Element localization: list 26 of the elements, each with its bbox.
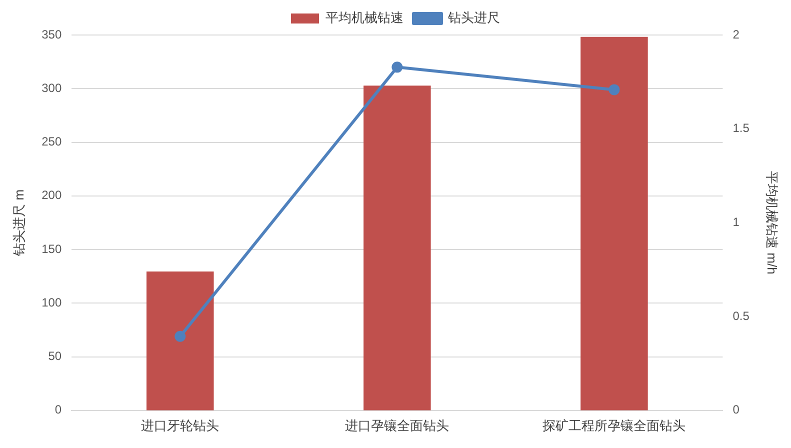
y2-tick-label: 1 [732, 215, 740, 230]
y-tick-label: 100 [42, 295, 62, 310]
y2-tick-label: 1.5 [732, 121, 750, 136]
x-tick-label: 进口孕镶全面钻头 [345, 418, 450, 433]
y2-tick-label: 2 [732, 27, 740, 42]
legend-label: 平均机械钻速 [326, 10, 404, 26]
y2-axis-title: 平均机械钻速 m/h [764, 171, 780, 274]
bar [580, 36, 648, 410]
y-tick-label: 150 [42, 242, 62, 256]
bar [146, 272, 214, 410]
y-tick-label: 200 [42, 188, 62, 202]
y-tick-label: 300 [42, 80, 62, 95]
point [608, 84, 620, 96]
bar [364, 86, 431, 410]
y2-tick-label: 0 [732, 402, 740, 417]
y-tick-label: 250 [42, 134, 62, 149]
y2-tick-label: 0.5 [732, 308, 750, 323]
y-tick-label: 350 [42, 27, 62, 42]
x-tick-label: 探矿工程所孕镶全面钻头 [542, 418, 686, 433]
point [392, 62, 403, 73]
point [174, 330, 186, 342]
x-tick-label: 进口牙轮钻头 [141, 418, 220, 433]
y-tick-label: 0 [54, 402, 62, 417]
legend-label: 钻头进尺 [447, 10, 500, 26]
y-tick-label: 50 [48, 349, 62, 364]
y-axis-title: 钻头进尺 m [11, 189, 26, 257]
